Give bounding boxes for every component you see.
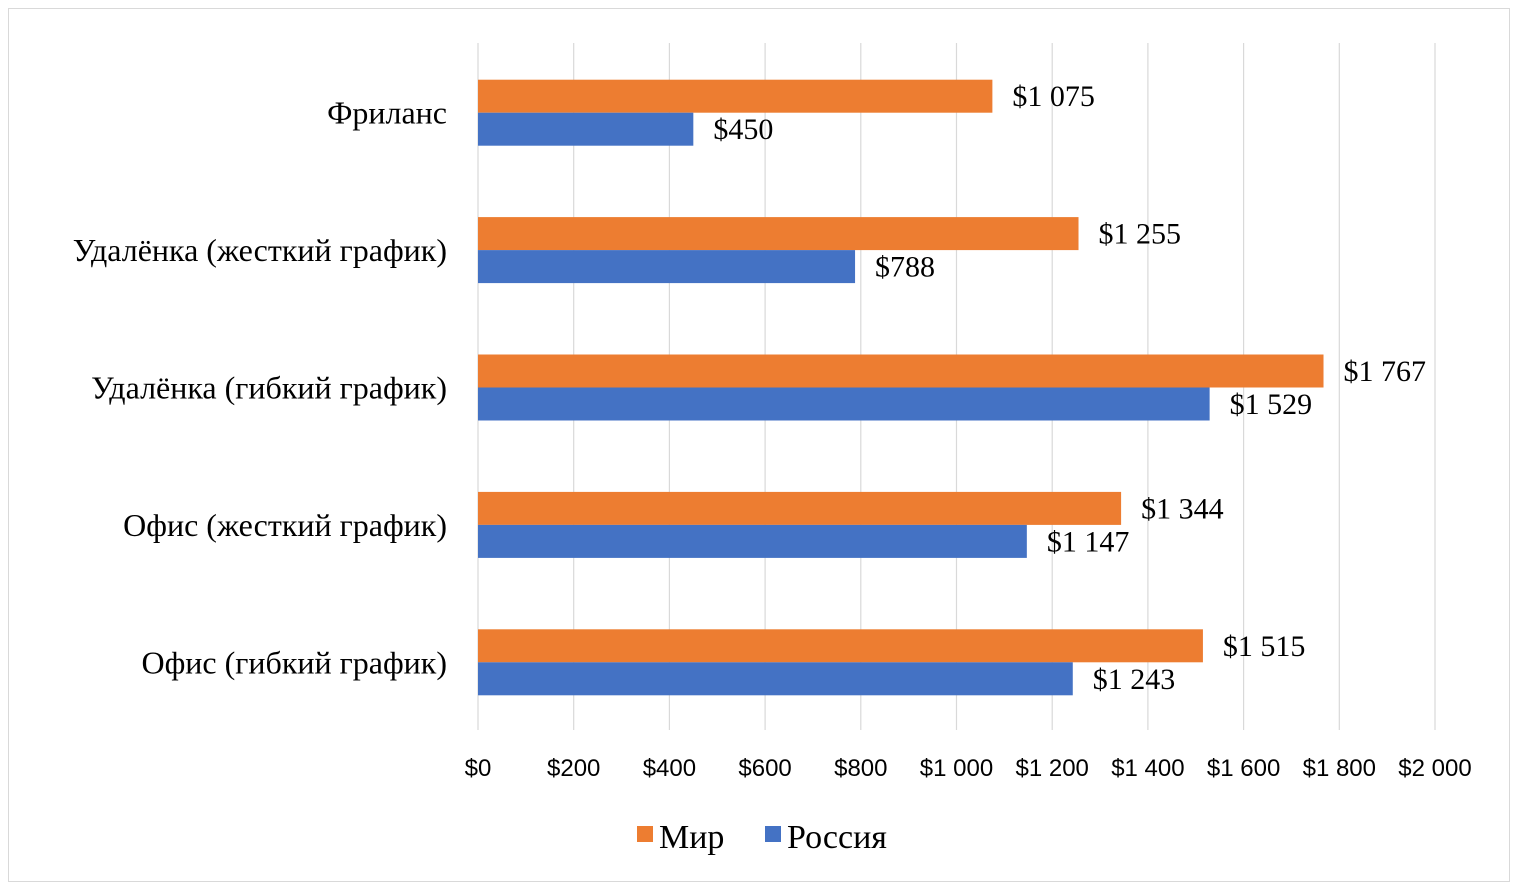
x-tick-label: $1 400 <box>1111 755 1184 782</box>
category-label: Удалёнка (гибкий график) <box>91 370 447 406</box>
legend-label: Мир <box>659 819 724 856</box>
bar-russia <box>478 387 1210 421</box>
x-tick-label: $0 <box>465 755 492 782</box>
bar-mir <box>478 79 993 113</box>
chart-frame <box>8 8 1510 882</box>
bar-mir <box>478 354 1324 388</box>
x-axis: $0 $200 $400 $600 $800 $1 000 $1 200 $1 400 $1 6… <box>465 755 1472 782</box>
x-tick-label: $200 <box>547 755 600 782</box>
data-label: $788 <box>875 251 935 284</box>
legend-label: Россия <box>787 819 887 856</box>
legend-swatch <box>637 826 653 842</box>
data-label: $1 767 <box>1344 355 1427 388</box>
legend-swatch <box>765 826 781 842</box>
bar-mir <box>478 629 1203 663</box>
bar-russia <box>478 112 694 146</box>
x-tick-label: $800 <box>834 755 887 782</box>
data-label: $1 075 <box>1012 80 1094 113</box>
data-label: $1 255 <box>1099 218 1182 251</box>
category-label: Удалёнка (жесткий график) <box>73 232 447 268</box>
x-tick-label: $1 800 <box>1303 755 1376 782</box>
x-tick-label: $1 600 <box>1207 755 1280 782</box>
bar-mir <box>478 217 1079 251</box>
data-label: $1 529 <box>1230 388 1313 421</box>
data-label: $450 <box>713 113 773 146</box>
category-labels: Фриланс Удалёнка (жесткий график) Удалёнка… <box>73 95 447 681</box>
data-label: $1 515 <box>1223 630 1306 663</box>
data-label: $1 243 <box>1093 663 1176 696</box>
legend: Мир Россия <box>637 819 887 856</box>
x-tick-label: $2 000 <box>1398 755 1471 782</box>
bars <box>478 79 1324 696</box>
data-label: $1 147 <box>1047 525 1130 558</box>
value-labels: $1 075 $450 $1 255 $788 $1 767 $1 529 $1 344 $1… <box>713 80 1426 696</box>
bar-russia <box>478 250 856 284</box>
data-label: $1 344 <box>1141 492 1224 525</box>
category-label: Офис (жесткий график) <box>123 507 447 543</box>
bar-russia <box>478 662 1073 696</box>
bar-mir <box>478 491 1122 525</box>
x-tick-label: $600 <box>738 755 791 782</box>
x-tick-label: $400 <box>643 755 696 782</box>
x-tick-label: $1 200 <box>1015 755 1088 782</box>
category-label: Офис (гибкий график) <box>141 644 447 680</box>
category-label: Фриланс <box>327 95 447 131</box>
x-tick-label: $1 000 <box>920 755 993 782</box>
bar-russia <box>478 524 1027 558</box>
